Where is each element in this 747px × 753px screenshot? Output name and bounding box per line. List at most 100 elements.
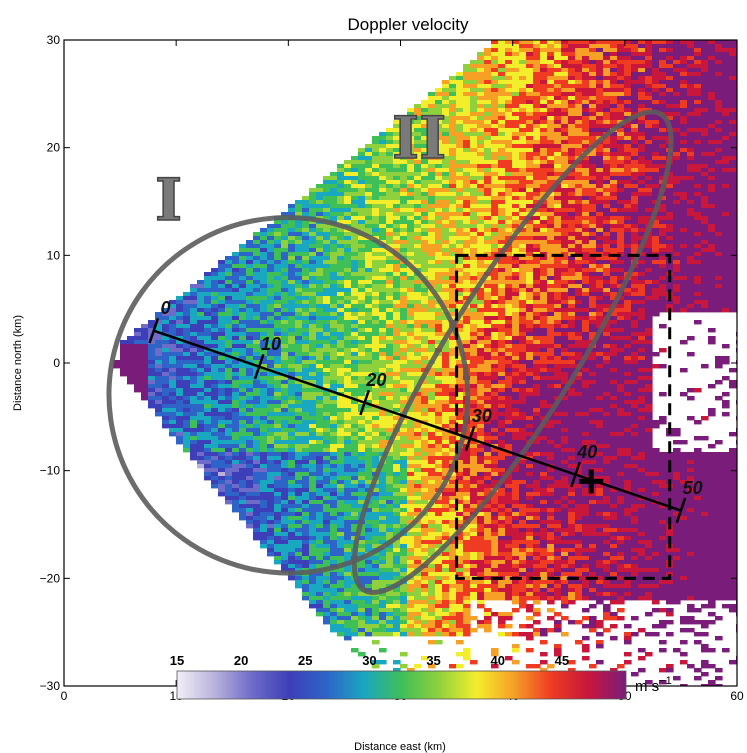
velocity-cell	[512, 52, 520, 57]
velocity-cell	[400, 172, 408, 177]
velocity-cell	[652, 248, 660, 253]
velocity-cell	[372, 268, 380, 273]
velocity-cell	[484, 288, 492, 293]
velocity-cell	[708, 56, 716, 61]
velocity-cell	[323, 316, 331, 321]
velocity-cell	[414, 200, 422, 205]
velocity-cell	[421, 300, 429, 305]
velocity-cell	[400, 160, 408, 165]
velocity-cell	[708, 92, 716, 97]
velocity-cell	[673, 196, 681, 201]
velocity-cell	[421, 196, 429, 201]
velocity-cell	[414, 236, 422, 241]
velocity-cell	[568, 300, 576, 305]
velocity-cell	[260, 320, 268, 325]
velocity-cell	[694, 248, 702, 253]
velocity-cell	[589, 260, 597, 265]
velocity-cell	[449, 240, 457, 245]
velocity-cell	[288, 256, 296, 261]
velocity-cell	[568, 348, 576, 353]
velocity-cell	[218, 336, 226, 341]
velocity-cell	[505, 296, 513, 301]
velocity-cell	[253, 348, 261, 353]
velocity-cell	[491, 96, 499, 101]
velocity-cell	[666, 304, 674, 309]
velocity-cell	[624, 324, 632, 329]
velocity-cell	[344, 320, 352, 325]
velocity-cell	[386, 148, 394, 153]
velocity-cell	[722, 68, 730, 73]
velocity-cell	[435, 292, 443, 297]
velocity-cell	[694, 160, 702, 165]
velocity-cell	[603, 120, 611, 125]
velocity-cell	[141, 344, 149, 349]
velocity-cell	[330, 208, 338, 213]
velocity-cell	[155, 348, 163, 353]
velocity-cell	[414, 208, 422, 213]
velocity-cell	[701, 152, 709, 157]
velocity-cell	[323, 232, 331, 237]
velocity-cell	[708, 176, 716, 181]
velocity-cell	[526, 228, 534, 233]
velocity-cell	[309, 356, 317, 361]
velocity-cell	[491, 160, 499, 165]
velocity-cell	[351, 244, 359, 249]
velocity-cell	[673, 256, 681, 261]
velocity-cell	[232, 268, 240, 273]
velocity-cell	[603, 44, 611, 49]
velocity-cell	[631, 280, 639, 285]
velocity-cell	[708, 208, 716, 213]
velocity-cell	[141, 332, 149, 337]
velocity-cell	[211, 360, 219, 365]
velocity-cell	[582, 216, 590, 221]
velocity-cell	[554, 272, 562, 277]
velocity-cell	[729, 308, 737, 313]
velocity-cell	[631, 288, 639, 293]
velocity-cell	[393, 356, 401, 361]
velocity-cell	[505, 124, 513, 129]
velocity-cell	[694, 112, 702, 117]
velocity-cell	[715, 100, 723, 105]
velocity-cell	[540, 88, 548, 93]
velocity-cell	[547, 112, 555, 117]
velocity-cell	[547, 320, 555, 325]
velocity-cell	[491, 356, 499, 361]
velocity-cell	[274, 348, 282, 353]
velocity-cell	[211, 324, 219, 329]
velocity-cell	[190, 332, 198, 337]
velocity-cell	[533, 260, 541, 265]
velocity-cell	[687, 300, 695, 305]
velocity-cell	[596, 180, 604, 185]
velocity-cell	[659, 144, 667, 149]
velocity-cell	[526, 148, 534, 153]
velocity-cell	[190, 300, 198, 305]
velocity-cell	[449, 144, 457, 149]
velocity-cell	[554, 116, 562, 121]
velocity-cell	[344, 188, 352, 193]
velocity-cell	[526, 236, 534, 241]
velocity-cell	[596, 208, 604, 213]
velocity-cell	[694, 44, 702, 49]
velocity-cell	[561, 336, 569, 341]
velocity-cell	[533, 280, 541, 285]
velocity-cell	[316, 332, 324, 337]
velocity-cell	[491, 296, 499, 301]
velocity-cell	[491, 220, 499, 225]
velocity-cell	[141, 324, 149, 329]
velocity-cell	[526, 208, 534, 213]
velocity-cell	[603, 344, 611, 349]
velocity-cell	[659, 208, 667, 213]
velocity-cell	[414, 256, 422, 261]
velocity-cell	[365, 216, 373, 221]
velocity-cell	[295, 288, 303, 293]
velocity-cell	[260, 252, 268, 257]
velocity-cell	[393, 224, 401, 229]
velocity-cell	[568, 92, 576, 97]
velocity-cell	[722, 108, 730, 113]
velocity-cell	[603, 340, 611, 345]
velocity-cell	[715, 152, 723, 157]
velocity-cell	[589, 68, 597, 73]
velocity-cell	[421, 296, 429, 301]
velocity-cell	[505, 356, 513, 361]
